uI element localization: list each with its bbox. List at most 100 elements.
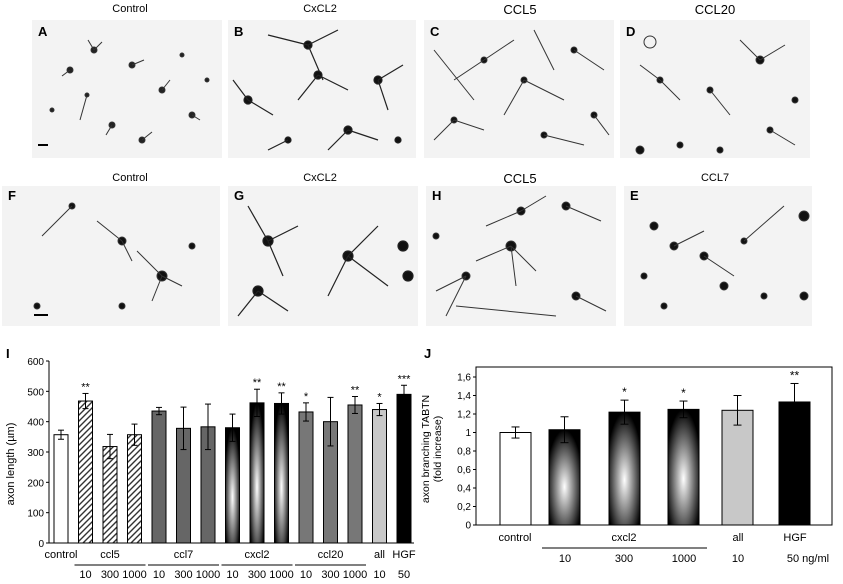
- neuron-image-d: [635, 35, 799, 155]
- dose-label: 300: [248, 569, 266, 581]
- dose-label: 10: [373, 569, 385, 581]
- y-tick-label: 1: [465, 428, 471, 439]
- micrograph-g: [228, 186, 418, 326]
- dose-label: 300: [174, 569, 192, 581]
- bar: [102, 446, 118, 544]
- dose-label: 10: [79, 569, 91, 581]
- panel-letter-a: A: [38, 24, 48, 39]
- dose-label: 1000: [343, 569, 367, 581]
- bar: [608, 411, 641, 526]
- dose-label: 50: [398, 569, 410, 581]
- bar: [78, 400, 93, 544]
- significance-mark: **: [277, 381, 286, 393]
- dose-label: 10: [226, 569, 238, 581]
- neuron-image-h: [432, 195, 607, 317]
- panel-letter-d: D: [626, 24, 636, 39]
- neuron-image-e: [640, 205, 810, 310]
- chart-axon-length: I axon length (µm) 0 100 200 300 400 500 600 *…: [5, 346, 420, 581]
- dose-label: 1000: [269, 569, 293, 581]
- bar: [347, 404, 363, 544]
- group-label: HGF: [783, 532, 807, 544]
- group-label: all: [732, 532, 743, 544]
- bar: [249, 402, 265, 544]
- scale-bar: [34, 314, 48, 316]
- bar: [53, 434, 69, 544]
- plot-frame: [475, 366, 833, 526]
- bar: [778, 401, 811, 526]
- significance-mark: *: [304, 391, 309, 403]
- group-label: ccl5: [100, 549, 120, 561]
- panel-letter-c: C: [430, 24, 440, 39]
- y-tick-label: 0: [465, 521, 471, 532]
- bar: [499, 432, 532, 526]
- bar: [396, 393, 412, 544]
- panel-title-c: CCL5: [503, 2, 537, 17]
- significance-mark: **: [253, 377, 262, 389]
- group-label: ccl20: [318, 549, 344, 561]
- significance-mark: *: [377, 391, 382, 403]
- neuron-image-f: [33, 202, 196, 310]
- bar: [151, 410, 167, 544]
- panel-title-f: Control: [112, 172, 148, 184]
- group-label: HGF: [392, 549, 416, 561]
- y-tick-label: 0: [38, 539, 44, 550]
- dose-label: 10: [153, 569, 165, 581]
- micrograph-c: [424, 20, 614, 158]
- panel-letter-f: F: [8, 188, 16, 203]
- y-tick-label: 100: [27, 509, 44, 520]
- bar: [225, 427, 240, 544]
- bar: [127, 434, 142, 544]
- y-tick-label: 0,8: [457, 447, 471, 458]
- bar: [721, 409, 754, 526]
- dose-label: 300: [321, 569, 339, 581]
- dose-label: 300: [615, 553, 633, 565]
- dose-label: 10: [732, 553, 744, 565]
- panel-title-g: CxCL2: [303, 172, 337, 184]
- dose-label: 1000: [122, 569, 146, 581]
- y-axis-label: axon length (µm): [5, 423, 17, 506]
- y-tick-label: 600: [27, 357, 44, 368]
- neuron-image-b: [232, 29, 404, 151]
- neuron-image-c: [433, 29, 610, 146]
- panel-title-d: CCL20: [694, 2, 736, 17]
- bar: [274, 402, 289, 544]
- neuron-image-g: [237, 205, 414, 317]
- panel-title-h: CCL5: [503, 171, 537, 186]
- micrograph-h: [426, 186, 616, 326]
- panel-letter-h: H: [432, 188, 442, 203]
- group-label: control: [498, 532, 531, 544]
- dose-label: 1000: [672, 553, 696, 565]
- panel-title-a: Control: [112, 3, 148, 15]
- significance-mark: **: [790, 368, 800, 382]
- y-tick-label: 200: [27, 478, 44, 489]
- dose-label: 10: [300, 569, 312, 581]
- neuron-image-a: [49, 39, 210, 144]
- group-label: cxcl2: [244, 549, 269, 561]
- bar: [548, 429, 581, 526]
- y-tick-label: 0,2: [457, 502, 471, 513]
- significance-mark: **: [81, 381, 90, 393]
- significance-mark: ***: [398, 373, 412, 385]
- dose-label: 300: [101, 569, 119, 581]
- dose-label: 1000: [196, 569, 220, 581]
- y-tick-label: 400: [27, 418, 44, 429]
- panel-letter-b: B: [234, 24, 244, 39]
- y-tick-label: 500: [27, 387, 44, 398]
- y-tick-label: 0,6: [457, 465, 471, 476]
- chart-axon-branching: J axon branching TABTN (fold increase) 0…: [420, 346, 833, 565]
- panel-letter-j: J: [424, 346, 431, 361]
- micrograph-d: [620, 20, 810, 158]
- y-axis-label-line1: axon branching TABTN: [420, 395, 432, 503]
- panel-title-e: CCL7: [700, 172, 730, 184]
- y-tick-label: 1,4: [457, 391, 471, 402]
- group-label: control: [44, 549, 77, 561]
- significance-mark: *: [681, 386, 686, 400]
- panel-letter-i: I: [6, 346, 10, 361]
- y-tick-label: 300: [27, 448, 44, 459]
- group-label: cxcl2: [611, 532, 636, 544]
- bar: [667, 408, 700, 526]
- bar: [298, 411, 314, 544]
- y-tick-label: 1,2: [457, 410, 471, 421]
- panel-letter-e: E: [630, 188, 639, 203]
- panel-letter-g: G: [234, 188, 245, 203]
